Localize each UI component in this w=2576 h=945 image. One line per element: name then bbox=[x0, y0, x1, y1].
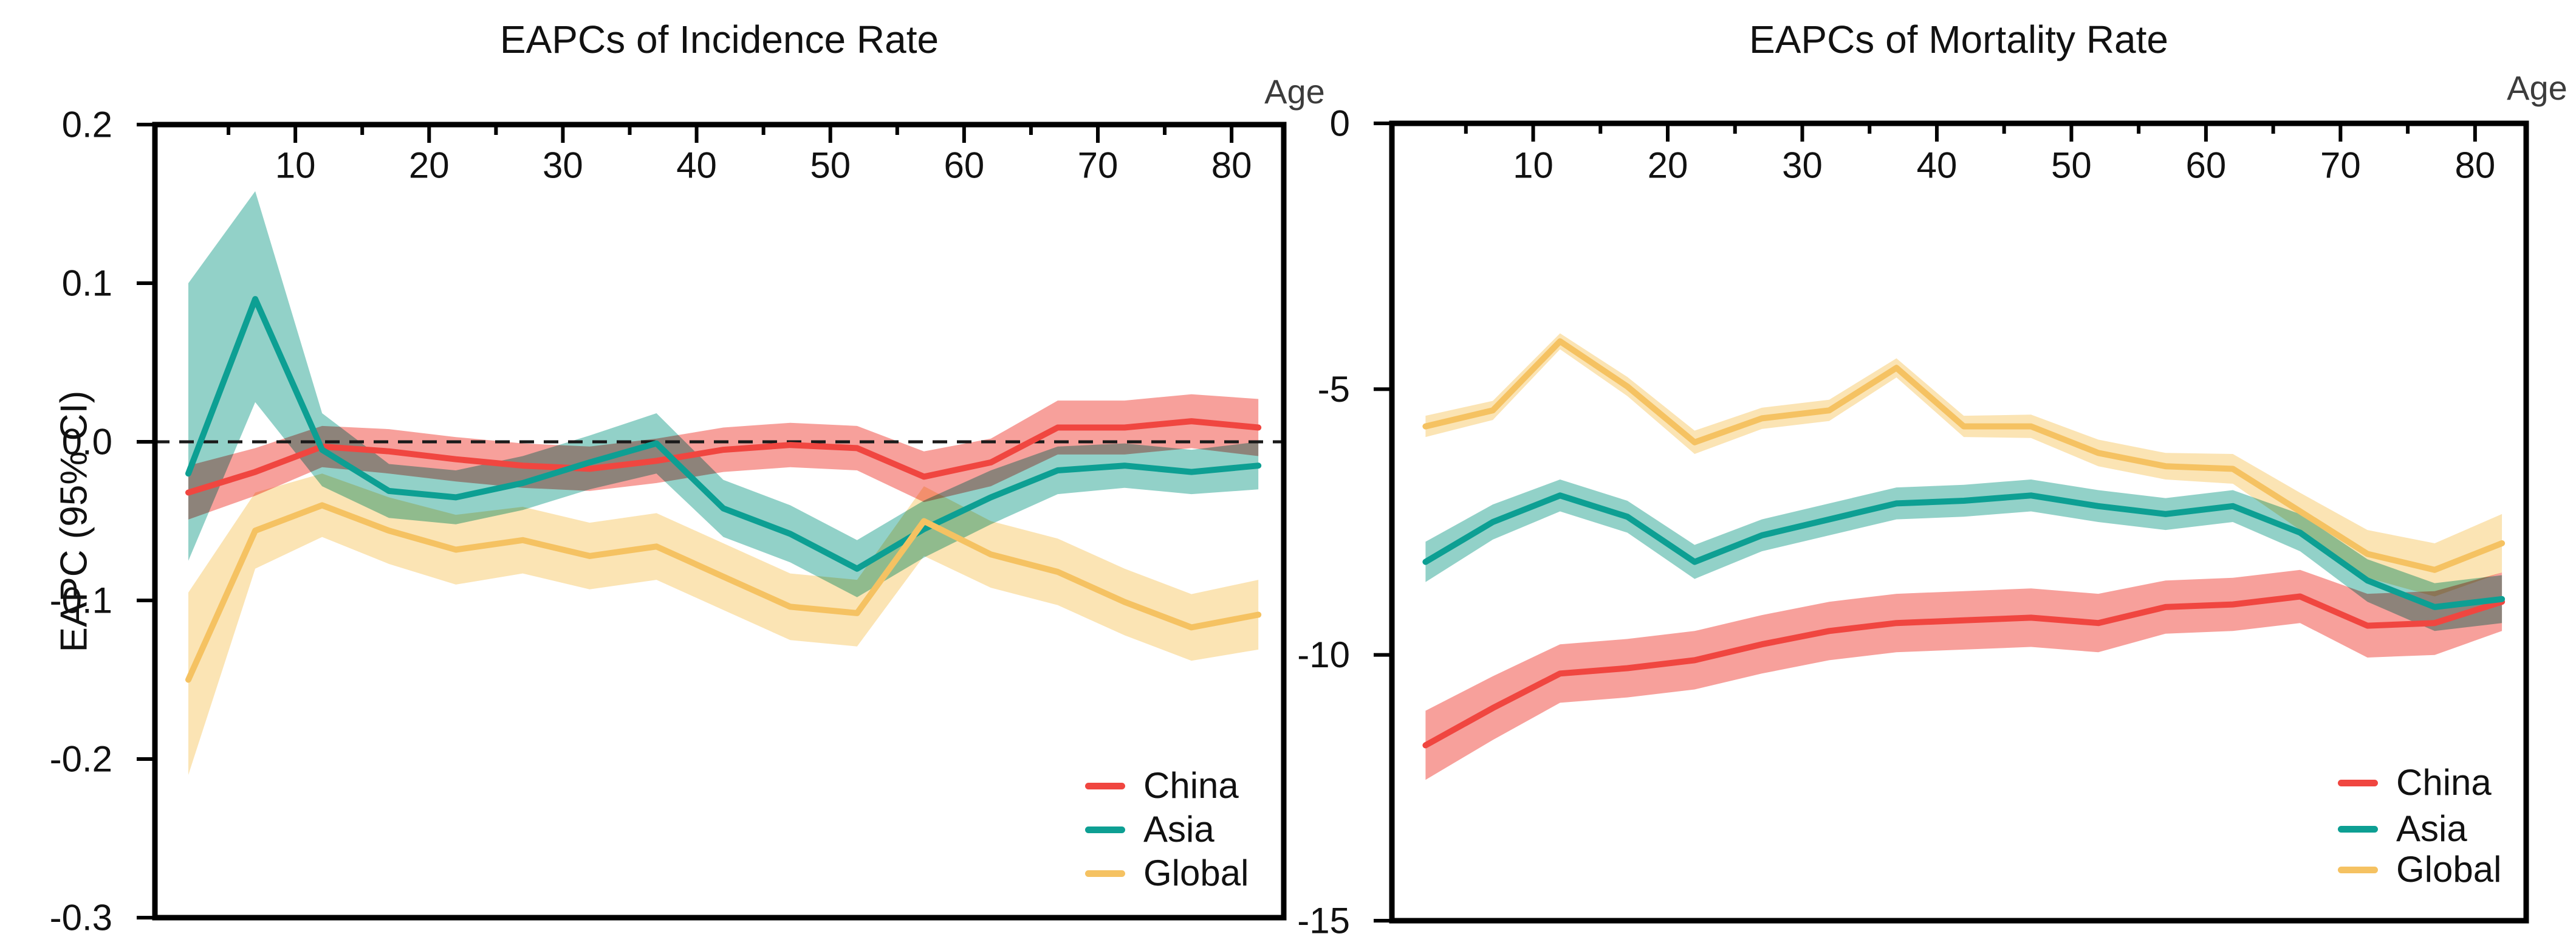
asia-line bbox=[185, 296, 1262, 572]
y-tick-label: 0 bbox=[1330, 103, 1350, 144]
asia-line-swatch bbox=[2338, 825, 2378, 833]
incidence-age-axis-label: Age bbox=[1264, 72, 1325, 111]
china-ci-band bbox=[1425, 569, 2502, 780]
legend-item-asia: Asia bbox=[2338, 811, 2467, 847]
y-tick-label: 0.2 bbox=[62, 105, 112, 145]
legend-item-global: Global bbox=[2338, 851, 2501, 888]
asia-line bbox=[1422, 492, 2506, 610]
x-tick-label: 50 bbox=[2051, 145, 2092, 186]
y-tick-label: -0.3 bbox=[50, 898, 112, 938]
legend-label-china: China bbox=[1143, 765, 1239, 806]
legend-label-global: Global bbox=[1143, 853, 1249, 893]
legend-item-china: China bbox=[1085, 768, 1239, 804]
x-tick-label: 30 bbox=[543, 145, 583, 186]
legend-label-asia: Asia bbox=[1143, 809, 1214, 850]
legend-label-asia: Asia bbox=[2396, 808, 2467, 849]
china-line-swatch bbox=[2338, 779, 2378, 786]
global-line bbox=[185, 502, 1262, 683]
y-tick-label: 0.0 bbox=[62, 422, 112, 462]
legend-label-china: China bbox=[2396, 762, 2492, 803]
x-tick-label: 40 bbox=[1917, 145, 1958, 186]
asia-line-swatch bbox=[1085, 826, 1125, 833]
x-tick-label: 80 bbox=[2454, 145, 2495, 186]
legend-item-global: Global bbox=[1085, 855, 1249, 892]
legend-item-asia: Asia bbox=[1085, 811, 1214, 848]
incidence-title: EAPCs of Incidence Rate bbox=[499, 18, 939, 61]
y-tick-label: -15 bbox=[1297, 901, 1350, 941]
incidence-axes-box bbox=[152, 122, 1287, 921]
x-tick-label: 60 bbox=[2186, 145, 2227, 186]
legend-item-china: China bbox=[2338, 765, 2492, 801]
x-tick-label: 20 bbox=[1648, 145, 1688, 186]
y-tick-label: -0.2 bbox=[50, 739, 112, 780]
legend-label-global: Global bbox=[2396, 849, 2502, 890]
x-tick-label: 80 bbox=[1211, 145, 1252, 186]
x-tick-label: 10 bbox=[275, 145, 316, 186]
x-tick-label: 70 bbox=[1078, 145, 1118, 186]
x-tick-label: 30 bbox=[1782, 145, 1823, 186]
mortality-axes-box bbox=[1389, 120, 2529, 924]
x-tick-label: 20 bbox=[409, 145, 450, 186]
china-ci-band bbox=[188, 394, 1259, 520]
y-tick-label: 0.1 bbox=[62, 263, 112, 304]
china-line-swatch bbox=[1085, 782, 1125, 789]
mortality-age-axis-label: Age bbox=[2507, 69, 2567, 107]
global-ci-band bbox=[1425, 333, 2502, 597]
mortality-title: EAPCs of Mortality Rate bbox=[1749, 18, 2168, 61]
china-line bbox=[1422, 593, 2506, 749]
x-tick-label: 40 bbox=[676, 145, 717, 186]
global-line-swatch bbox=[1085, 870, 1125, 877]
global-line bbox=[1422, 338, 2506, 573]
y-tick-label: -10 bbox=[1297, 634, 1350, 675]
y-tick-label: -0.1 bbox=[50, 580, 112, 621]
asia-ci-band bbox=[1425, 479, 2502, 631]
china-line bbox=[185, 418, 1262, 496]
global-line-swatch bbox=[2338, 866, 2378, 873]
x-tick-label: 70 bbox=[2320, 145, 2361, 186]
x-tick-label: 60 bbox=[944, 145, 984, 186]
y-tick-label: -5 bbox=[1318, 369, 1350, 410]
x-tick-label: 50 bbox=[810, 145, 851, 186]
x-tick-label: 10 bbox=[1513, 145, 1553, 186]
incidence-y-axis-title: EAPC (95% CI) bbox=[53, 390, 95, 653]
